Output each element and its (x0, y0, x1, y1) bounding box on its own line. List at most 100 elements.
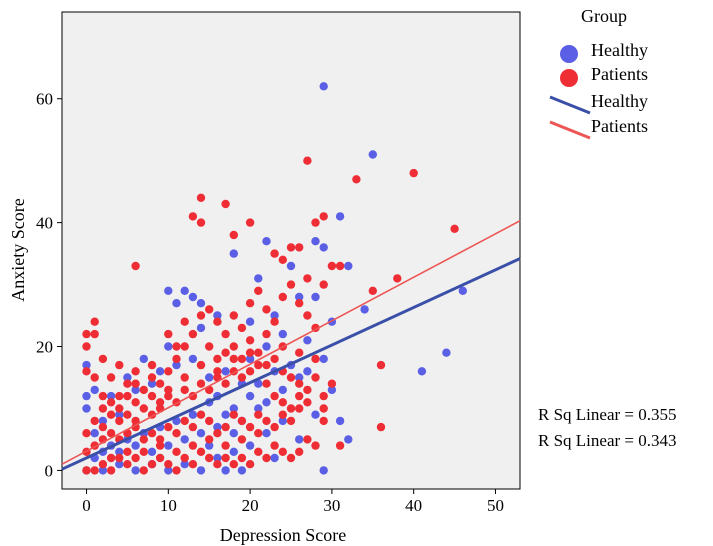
point-patients (221, 441, 230, 450)
point-patients (205, 342, 214, 351)
point-patients (278, 410, 287, 419)
point-patients (131, 422, 140, 432)
point-patients (245, 348, 255, 357)
point-patients (123, 379, 132, 388)
point-patients (311, 218, 320, 227)
point-patients (237, 435, 247, 444)
point-healthy (82, 391, 91, 401)
legend-marker-patients (560, 69, 578, 87)
point-patients (221, 329, 230, 339)
point-patients (147, 391, 157, 401)
point-healthy (213, 311, 222, 320)
point-patients (254, 410, 263, 419)
point-healthy (164, 286, 173, 295)
point-healthy (344, 261, 353, 271)
point-healthy (196, 323, 206, 333)
point-patients (319, 416, 328, 426)
point-patients (213, 429, 222, 438)
point-patients (278, 447, 287, 456)
point-patients (147, 429, 157, 438)
point-healthy (180, 286, 189, 295)
x-tick-label: 40 (405, 496, 422, 515)
point-patients (115, 453, 124, 463)
point-healthy (180, 435, 189, 444)
point-patients (229, 311, 238, 320)
point-patients (229, 354, 238, 364)
legend-title: Group (581, 6, 627, 26)
point-patients (106, 398, 116, 407)
point-patients (131, 379, 140, 388)
point-patients (164, 385, 173, 395)
point-patients (180, 453, 189, 463)
point-patients (254, 429, 263, 438)
point-healthy (196, 299, 206, 308)
point-healthy (82, 360, 91, 370)
point-healthy (164, 441, 173, 450)
point-healthy (229, 447, 238, 456)
point-patients (319, 212, 328, 221)
legend-marker-healthy (560, 45, 578, 63)
point-patients (254, 360, 263, 370)
point-patients (270, 391, 279, 401)
point-patients (82, 367, 91, 376)
point-patients (123, 391, 132, 401)
point-healthy (278, 416, 287, 426)
point-patients (131, 398, 140, 407)
point-patients (303, 274, 312, 283)
point-patients (196, 410, 206, 419)
fit-line-healthy (61, 257, 521, 471)
point-patients (221, 422, 230, 432)
point-patients (311, 354, 320, 364)
point-patients (90, 317, 99, 326)
point-patients (303, 435, 312, 444)
point-patients (188, 422, 198, 432)
point-healthy (327, 385, 337, 395)
point-patients (295, 299, 304, 308)
x-tick-label: 10 (160, 496, 177, 515)
x-tick-label: 30 (323, 496, 340, 515)
point-patients (295, 348, 304, 357)
point-healthy (229, 404, 238, 413)
point-patients (237, 453, 247, 463)
point-patients (295, 391, 304, 401)
y-tick-label: 0 (45, 461, 54, 480)
point-patients (139, 435, 148, 444)
legend-line-patients (549, 120, 591, 140)
point-healthy (98, 466, 108, 475)
point-patients (229, 230, 238, 240)
point-patients (196, 447, 206, 456)
point-healthy (319, 466, 328, 475)
point-healthy (254, 379, 263, 388)
point-patients (82, 329, 91, 339)
point-healthy (155, 367, 165, 376)
point-patients (213, 317, 222, 326)
x-tick-label: 50 (487, 496, 504, 515)
point-patients (139, 466, 148, 475)
y-tick-label: 60 (36, 90, 53, 109)
point-patients (106, 466, 116, 475)
point-healthy (417, 367, 427, 376)
point-patients (254, 286, 263, 295)
point-patients (237, 323, 247, 333)
legend-label-patients-line: Patients (591, 116, 648, 136)
point-patients (123, 410, 132, 419)
point-patients (213, 354, 222, 364)
point-patients (229, 342, 238, 351)
point-patients (106, 373, 116, 382)
point-patients (393, 274, 402, 283)
point-patients (262, 305, 271, 314)
point-patients (286, 404, 296, 413)
point-patients (221, 379, 230, 388)
point-healthy (311, 237, 320, 246)
point-patients (409, 168, 418, 178)
point-patients (237, 354, 247, 364)
point-patients (295, 243, 304, 252)
point-healthy (90, 429, 99, 438)
point-patients (245, 367, 255, 376)
point-patients (213, 460, 222, 469)
point-patients (115, 404, 124, 413)
point-patients (205, 453, 214, 463)
point-patients (311, 441, 320, 450)
point-healthy (286, 261, 296, 271)
